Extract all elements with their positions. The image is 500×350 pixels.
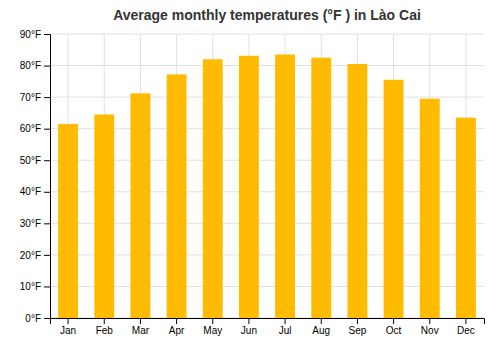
bar bbox=[275, 55, 295, 318]
x-tick-mark bbox=[212, 318, 213, 324]
x-tick-label: Jun bbox=[241, 325, 257, 336]
bar bbox=[167, 74, 187, 318]
x-tick: May bbox=[203, 318, 222, 336]
chart: 0°F 10°F 20°F 30°F 40°F 50°F 60°F 70°F 80°F 90°F J… bbox=[0, 0, 500, 350]
y-tick-label: 10°F bbox=[20, 281, 41, 292]
y-tick: 60°F bbox=[20, 123, 50, 134]
x-tick: Jan bbox=[60, 318, 76, 336]
x-tick-mark bbox=[176, 318, 177, 324]
x-tick: Jun bbox=[241, 318, 257, 336]
x-tick-mark bbox=[429, 318, 430, 324]
x-axis-line bbox=[51, 319, 485, 325]
bar bbox=[239, 56, 259, 318]
bar bbox=[384, 80, 404, 318]
y-tick-label: 30°F bbox=[20, 218, 41, 229]
y-tick-mark bbox=[44, 66, 50, 67]
x-tick-label: Feb bbox=[96, 325, 114, 336]
x-tick-mark bbox=[357, 318, 358, 324]
bar bbox=[58, 124, 78, 318]
x-tick: Sep bbox=[349, 318, 367, 336]
x-tick: Oct bbox=[386, 318, 402, 336]
x-tick-label: Apr bbox=[169, 325, 185, 336]
plot: 0°F 10°F 20°F 30°F 40°F 50°F 60°F 70°F 80°F 90°F J… bbox=[20, 29, 485, 336]
grid bbox=[50, 34, 484, 318]
x-tick: Jul bbox=[279, 318, 292, 336]
y-grid-line bbox=[50, 34, 484, 35]
bar bbox=[347, 64, 367, 318]
bar bbox=[311, 58, 331, 318]
bar bbox=[203, 59, 223, 318]
y-axis-line bbox=[44, 35, 51, 319]
y-tick-label: 20°F bbox=[20, 250, 41, 261]
x-tick-mark bbox=[68, 318, 69, 324]
y-tick-label: 40°F bbox=[20, 186, 41, 197]
y-tick: 0°F bbox=[25, 313, 50, 324]
bar bbox=[420, 99, 440, 318]
x-tick-label: Oct bbox=[386, 325, 402, 336]
y-tick-label: 90°F bbox=[20, 29, 41, 40]
x-tick-mark bbox=[465, 318, 466, 324]
x-tick-mark bbox=[393, 318, 394, 324]
y-grid-line bbox=[50, 128, 484, 129]
y-tick: 10°F bbox=[20, 281, 50, 292]
y-grid-line bbox=[50, 65, 484, 66]
y-tick: 20°F bbox=[20, 250, 50, 261]
x-tick: Apr bbox=[169, 318, 185, 336]
y-tick-label: 60°F bbox=[20, 123, 41, 134]
y-tick: 80°F bbox=[20, 60, 50, 71]
x-axis: Jan Feb Mar Apr May Jun Jul Aug Sep Oct Nov Dec bbox=[51, 318, 485, 336]
x-tick: Mar bbox=[132, 318, 150, 336]
x-tick-label: Jan bbox=[60, 325, 76, 336]
y-tick-mark bbox=[44, 255, 50, 256]
y-tick-mark bbox=[44, 223, 50, 224]
x-tick-label: Nov bbox=[421, 325, 439, 336]
y-tick-label: 0°F bbox=[25, 313, 41, 324]
bars bbox=[58, 55, 476, 318]
y-tick-label: 70°F bbox=[20, 92, 41, 103]
x-tick: Feb bbox=[96, 318, 114, 336]
y-tick: 50°F bbox=[20, 155, 50, 166]
y-tick-mark bbox=[44, 97, 50, 98]
y-tick: 70°F bbox=[20, 92, 50, 103]
title: Average monthly temperatures (°F ) in Là… bbox=[113, 7, 421, 23]
x-tick-label: Sep bbox=[349, 325, 367, 336]
y-tick-mark bbox=[44, 160, 50, 161]
y-tick-mark bbox=[44, 129, 50, 130]
x-tick-mark bbox=[104, 318, 105, 324]
x-tick-label: Aug bbox=[312, 325, 330, 336]
x-tick-mark bbox=[285, 318, 286, 324]
x-tick: Nov bbox=[421, 318, 439, 336]
x-tick: Dec bbox=[457, 318, 475, 336]
x-tick-label: Dec bbox=[457, 325, 475, 336]
y-tick-mark bbox=[44, 318, 50, 319]
y-tick: 30°F bbox=[20, 218, 50, 229]
y-grid-line bbox=[50, 160, 484, 161]
x-tick-label: Jul bbox=[279, 325, 292, 336]
bar bbox=[94, 114, 114, 318]
x-tick-label: Mar bbox=[132, 325, 150, 336]
x-tick-label: May bbox=[203, 325, 222, 336]
x-tick-mark bbox=[140, 318, 141, 324]
y-tick: 90°F bbox=[20, 29, 50, 40]
y-tick-mark bbox=[44, 34, 50, 35]
y-tick-mark bbox=[44, 192, 50, 193]
y-axis: 0°F 10°F 20°F 30°F 40°F 50°F 60°F 70°F 80°F 90°F bbox=[20, 29, 51, 324]
bar bbox=[130, 93, 150, 318]
y-grid-line bbox=[50, 191, 484, 192]
x-tick-mark bbox=[321, 318, 322, 324]
y-grid-line bbox=[50, 97, 484, 98]
y-grid-line bbox=[50, 223, 484, 224]
y-grid-line bbox=[50, 254, 484, 255]
y-grid-line bbox=[50, 286, 484, 287]
bar bbox=[456, 118, 476, 318]
y-tick-label: 50°F bbox=[20, 155, 41, 166]
y-tick-label: 80°F bbox=[20, 60, 41, 71]
y-tick: 40°F bbox=[20, 186, 50, 197]
x-tick: Aug bbox=[312, 318, 330, 336]
y-tick-mark bbox=[44, 286, 50, 287]
x-tick-mark bbox=[248, 318, 249, 324]
